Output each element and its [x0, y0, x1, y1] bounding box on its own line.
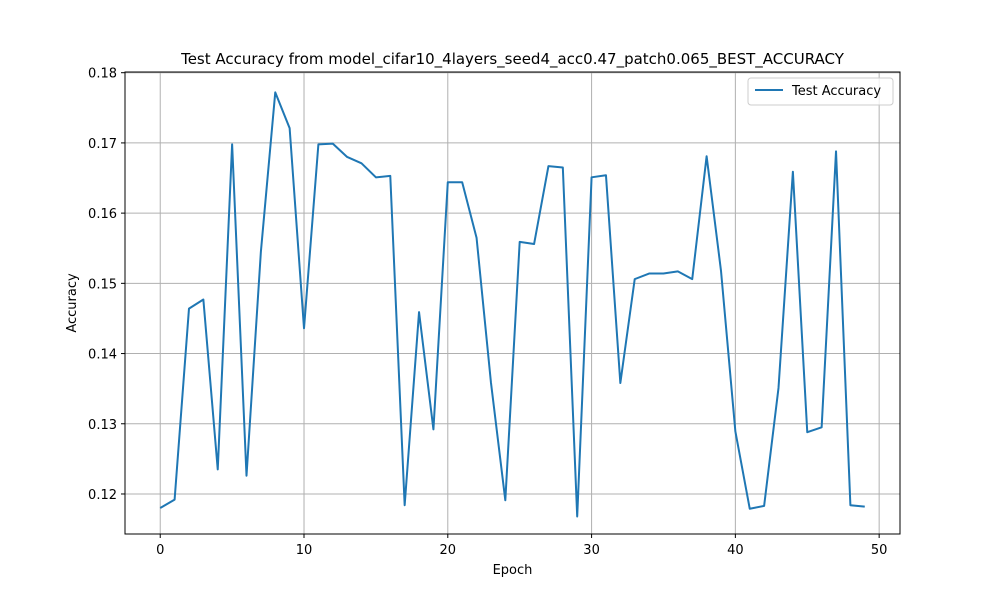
series-line-test-accuracy [159, 91, 865, 518]
x-tick-label: 20 [440, 543, 457, 558]
y-tick-label: 0.12 [88, 488, 117, 503]
y-tick-label: 0.13 [88, 418, 117, 433]
x-tick-label: 50 [871, 543, 888, 558]
y-tick-label: 0.14 [88, 348, 117, 363]
y-tick-label: 0.17 [88, 137, 117, 152]
plot-frame [124, 71, 901, 535]
y-tick-label: 0.16 [88, 207, 117, 222]
legend-label-test-accuracy: Test Accuracy [791, 84, 881, 99]
x-tick-label: 0 [156, 543, 164, 558]
x-axis-label: Epoch [493, 563, 533, 578]
legend-box [747, 77, 894, 106]
chart-title: Test Accuracy from model_cifar10_4layers… [180, 50, 845, 69]
legend: Test Accuracy [747, 77, 894, 106]
x-tick-label: 10 [296, 543, 313, 558]
x-tick-label: 40 [727, 543, 744, 558]
series-layer [159, 91, 865, 518]
y-tick-label: 0.18 [88, 67, 117, 82]
axis-ticks: 0 10 20 30 40 50 0.12 0.13 0.14 0.15 0.16 0.17 0.18 [88, 67, 887, 558]
y-tick-label: 0.15 [88, 277, 117, 292]
grid [125, 72, 900, 534]
x-tick-label: 30 [583, 543, 600, 558]
y-axis-label: Accuracy [65, 273, 80, 333]
